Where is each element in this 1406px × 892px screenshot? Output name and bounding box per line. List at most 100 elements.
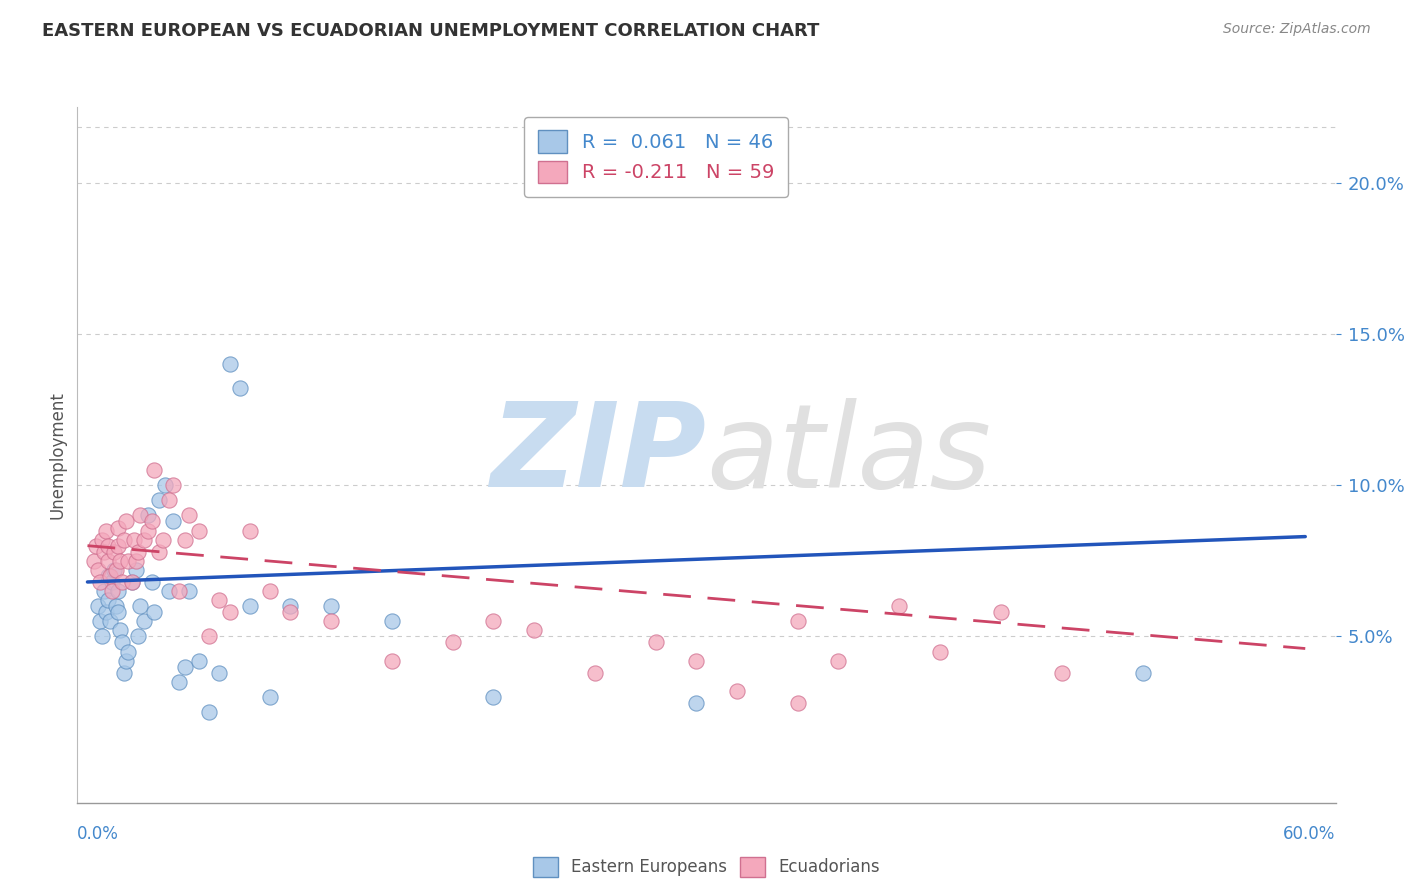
Point — [115, 654, 138, 668]
Point — [157, 493, 180, 508]
Point — [86, 599, 108, 614]
Point — [84, 539, 107, 553]
Point — [101, 574, 124, 589]
Point — [148, 493, 170, 508]
Legend: Eastern Europeans, Ecuadorians: Eastern Europeans, Ecuadorians — [524, 849, 889, 885]
Point — [121, 574, 143, 589]
Point — [174, 659, 197, 673]
Point — [97, 554, 120, 568]
Point — [101, 584, 124, 599]
Point — [89, 615, 111, 629]
Point — [482, 690, 505, 704]
Point — [127, 545, 149, 559]
Point — [725, 684, 748, 698]
Point — [97, 569, 120, 583]
Point — [111, 635, 134, 649]
Point — [122, 533, 145, 547]
Point — [441, 635, 464, 649]
Point — [107, 539, 129, 553]
Point — [134, 533, 156, 547]
Point — [174, 533, 197, 547]
Point — [188, 524, 211, 538]
Point — [97, 593, 120, 607]
Point — [108, 624, 131, 638]
Point — [104, 599, 127, 614]
Point — [208, 593, 231, 607]
Point — [98, 569, 121, 583]
Point — [239, 599, 262, 614]
Point — [83, 554, 105, 568]
Point — [152, 533, 174, 547]
Point — [129, 599, 152, 614]
Point — [107, 605, 129, 619]
Point — [103, 545, 125, 559]
Point — [93, 545, 115, 559]
Point — [381, 615, 404, 629]
Point — [117, 554, 139, 568]
Point — [208, 665, 231, 680]
Point — [644, 635, 666, 649]
Point — [319, 599, 342, 614]
Text: atlas: atlas — [707, 398, 991, 512]
Point — [93, 584, 115, 599]
Point — [86, 563, 108, 577]
Text: EASTERN EUROPEAN VS ECUADORIAN UNEMPLOYMENT CORRELATION CHART: EASTERN EUROPEAN VS ECUADORIAN UNEMPLOYM… — [42, 22, 820, 40]
Point — [125, 563, 148, 577]
Point — [89, 574, 111, 589]
Text: ZIP: ZIP — [491, 398, 707, 512]
Point — [153, 478, 176, 492]
Point — [228, 381, 250, 395]
Point — [141, 574, 163, 589]
Point — [90, 629, 112, 643]
Point — [162, 515, 184, 529]
Point — [381, 654, 404, 668]
Point — [280, 599, 302, 614]
Point — [167, 584, 190, 599]
Point — [786, 615, 808, 629]
Point — [239, 524, 262, 538]
Point — [319, 615, 342, 629]
Point — [141, 515, 163, 529]
Point — [107, 520, 129, 534]
Point — [167, 674, 190, 689]
Point — [98, 615, 121, 629]
Point — [1132, 665, 1154, 680]
Point — [94, 605, 117, 619]
Point — [107, 584, 129, 599]
Point — [259, 690, 281, 704]
Point — [121, 574, 143, 589]
Point — [112, 533, 135, 547]
Point — [90, 533, 112, 547]
Point — [198, 705, 221, 719]
Point — [138, 524, 160, 538]
Point — [280, 605, 302, 619]
Point — [218, 357, 240, 371]
Point — [103, 563, 125, 577]
Point — [117, 644, 139, 658]
Point — [134, 615, 156, 629]
Point — [482, 615, 505, 629]
Point — [111, 574, 134, 589]
Point — [786, 696, 808, 710]
Point — [143, 605, 166, 619]
Point — [94, 524, 117, 538]
Text: Source: ZipAtlas.com: Source: ZipAtlas.com — [1223, 22, 1371, 37]
Point — [177, 508, 200, 523]
Point — [1050, 665, 1073, 680]
Point — [112, 665, 135, 680]
Point — [104, 563, 127, 577]
Point — [97, 539, 120, 553]
Point — [198, 629, 221, 643]
Point — [115, 515, 138, 529]
Point — [583, 665, 606, 680]
Point — [218, 605, 240, 619]
Point — [157, 584, 180, 599]
Point — [129, 508, 152, 523]
Point — [685, 696, 707, 710]
Point — [929, 644, 952, 658]
Point — [138, 508, 160, 523]
Point — [523, 624, 546, 638]
Point — [990, 605, 1012, 619]
Text: 60.0%: 60.0% — [1284, 825, 1336, 843]
Point — [188, 654, 211, 668]
